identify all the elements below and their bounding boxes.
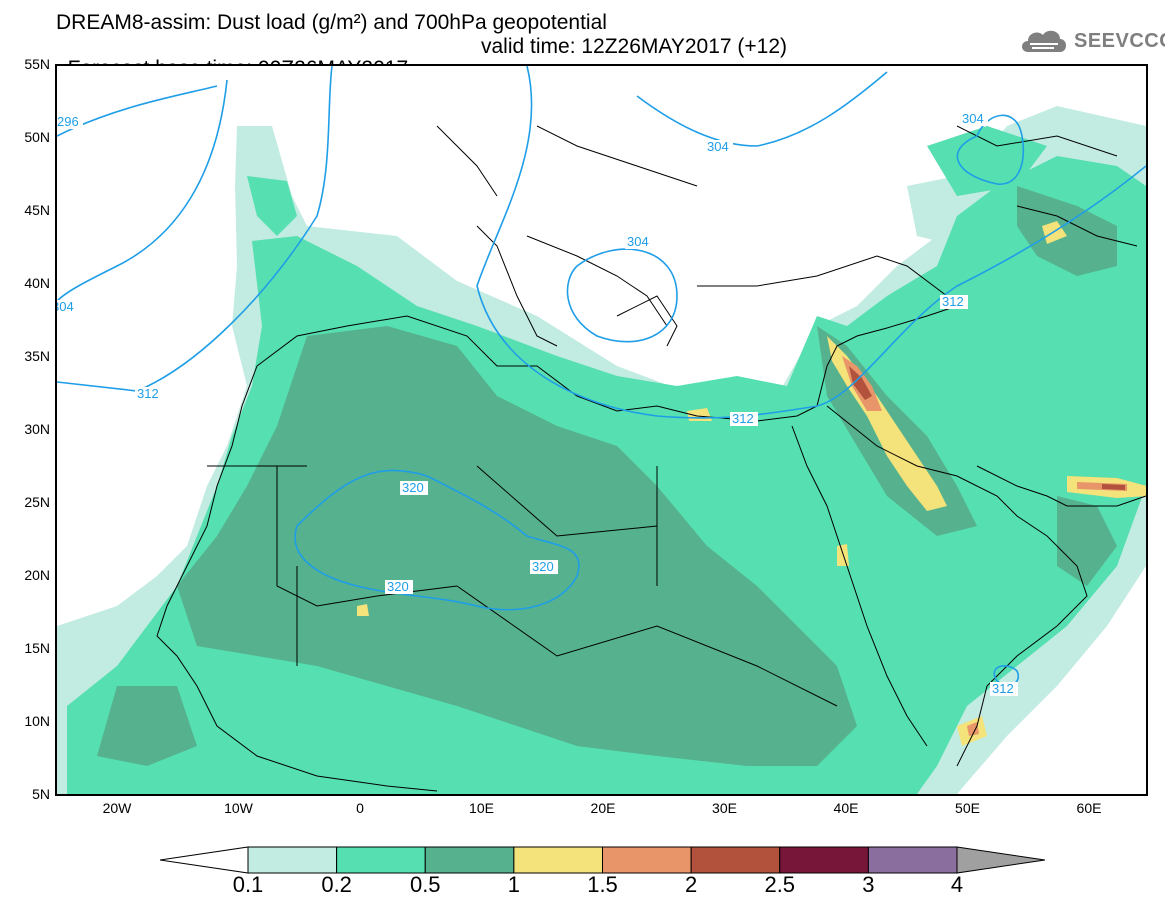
colorbar-level-label: 0.1 bbox=[232, 872, 264, 897]
contour-label: 304 bbox=[627, 234, 649, 249]
contour-label-bg bbox=[135, 387, 163, 401]
lat-label: 35N bbox=[24, 348, 50, 364]
colorbar-segment bbox=[779, 846, 869, 874]
contour-label-bg bbox=[57, 300, 78, 314]
colorbar-segment bbox=[336, 846, 426, 874]
colorbar-segment bbox=[513, 846, 603, 874]
colorbar-level-label: 1 bbox=[507, 872, 520, 897]
lat-label: 25N bbox=[24, 494, 50, 510]
contour-label-bg bbox=[960, 112, 988, 126]
contour-label: 304 bbox=[962, 111, 984, 126]
contour-label-bg bbox=[625, 235, 653, 249]
contour-label: 312 bbox=[732, 411, 754, 426]
contour-label-bg bbox=[57, 115, 83, 129]
lon-label: 30E bbox=[712, 800, 737, 816]
colorbar-segment bbox=[867, 846, 958, 874]
contour-label: 304 bbox=[57, 299, 74, 314]
seevccc-logo: SEEVCCC bbox=[1018, 24, 1165, 60]
contour-label: 312 bbox=[137, 386, 159, 401]
lon-label: 60E bbox=[1076, 800, 1102, 816]
colorbar-level-label: 1.5 bbox=[587, 872, 618, 897]
contour-label: 312 bbox=[992, 681, 1014, 696]
lon-label: 10E bbox=[469, 800, 494, 816]
contour-label-bg bbox=[940, 295, 968, 309]
colorbar-level-label: 2 bbox=[685, 872, 698, 897]
geopotential-contours bbox=[57, 66, 1146, 686]
colorbar-level-label: 0.5 bbox=[409, 872, 441, 897]
lat-label: 10N bbox=[24, 713, 50, 729]
lat-label: 45N bbox=[24, 202, 50, 218]
lat-label: 15N bbox=[24, 640, 50, 656]
colorbar-graphic bbox=[160, 846, 1045, 874]
contour-label: 296 bbox=[57, 114, 79, 129]
colorbar-segment bbox=[424, 846, 515, 874]
logo-text: SEEVCCC bbox=[1074, 30, 1165, 52]
contour-label: 320 bbox=[387, 579, 409, 594]
colorbar-level-label: 3 bbox=[862, 872, 875, 897]
lon-label: 50E bbox=[955, 800, 980, 816]
map-canvas: 296 304 304 304 312 312 312 320 320 320 304 312 bbox=[57, 66, 1146, 794]
contour-label-bg bbox=[990, 682, 1018, 696]
contour-label: 304 bbox=[707, 139, 729, 154]
contour-label-bg bbox=[530, 560, 558, 574]
lat-label: 20N bbox=[24, 567, 50, 583]
map-title: DREAM8-assim: Dust load (g/m²) and 700hP… bbox=[56, 11, 607, 34]
valid-time: valid time: 12Z26MAY2017 (+12) bbox=[481, 35, 788, 58]
contour-label: 312 bbox=[942, 294, 964, 309]
contour-labels: 296 304 304 304 312 312 312 320 320 320 304 312 bbox=[57, 111, 1018, 696]
dust-level-0.5 bbox=[97, 186, 1117, 766]
contour-label-bg bbox=[705, 140, 733, 154]
lat-label: 30N bbox=[24, 421, 50, 437]
lon-label: 10W bbox=[224, 800, 253, 816]
dust-load-map: 296 304 304 304 312 312 312 320 320 320 304 312 bbox=[55, 64, 1148, 796]
lon-label: 40E bbox=[833, 800, 859, 816]
cloud-icon bbox=[1022, 30, 1066, 52]
contour-label-bg bbox=[730, 412, 758, 426]
lat-label: 55N bbox=[24, 56, 50, 72]
colorbar-under-triangle bbox=[160, 846, 249, 874]
contour-label-bg bbox=[400, 481, 428, 495]
colorbar-segment bbox=[690, 846, 781, 874]
colorbar-level-label: 0.2 bbox=[321, 872, 352, 897]
contour-label: 320 bbox=[532, 559, 554, 574]
lon-label: 0 bbox=[356, 800, 364, 816]
contour-label-bg bbox=[385, 580, 413, 594]
lat-label: 5N bbox=[32, 786, 50, 802]
contour-label: 320 bbox=[402, 480, 424, 495]
lat-label: 40N bbox=[24, 275, 50, 291]
colorbar-level-label: 2.5 bbox=[764, 872, 796, 897]
colorbar-segment bbox=[602, 846, 692, 874]
colorbar-level-label: 4 bbox=[950, 872, 964, 897]
lon-label: 20E bbox=[590, 800, 616, 816]
lon-label: 20W bbox=[102, 800, 132, 816]
lat-label: 50N bbox=[24, 129, 50, 145]
colorbar-segment bbox=[247, 846, 338, 874]
colorbar-over-triangle bbox=[956, 846, 1045, 874]
